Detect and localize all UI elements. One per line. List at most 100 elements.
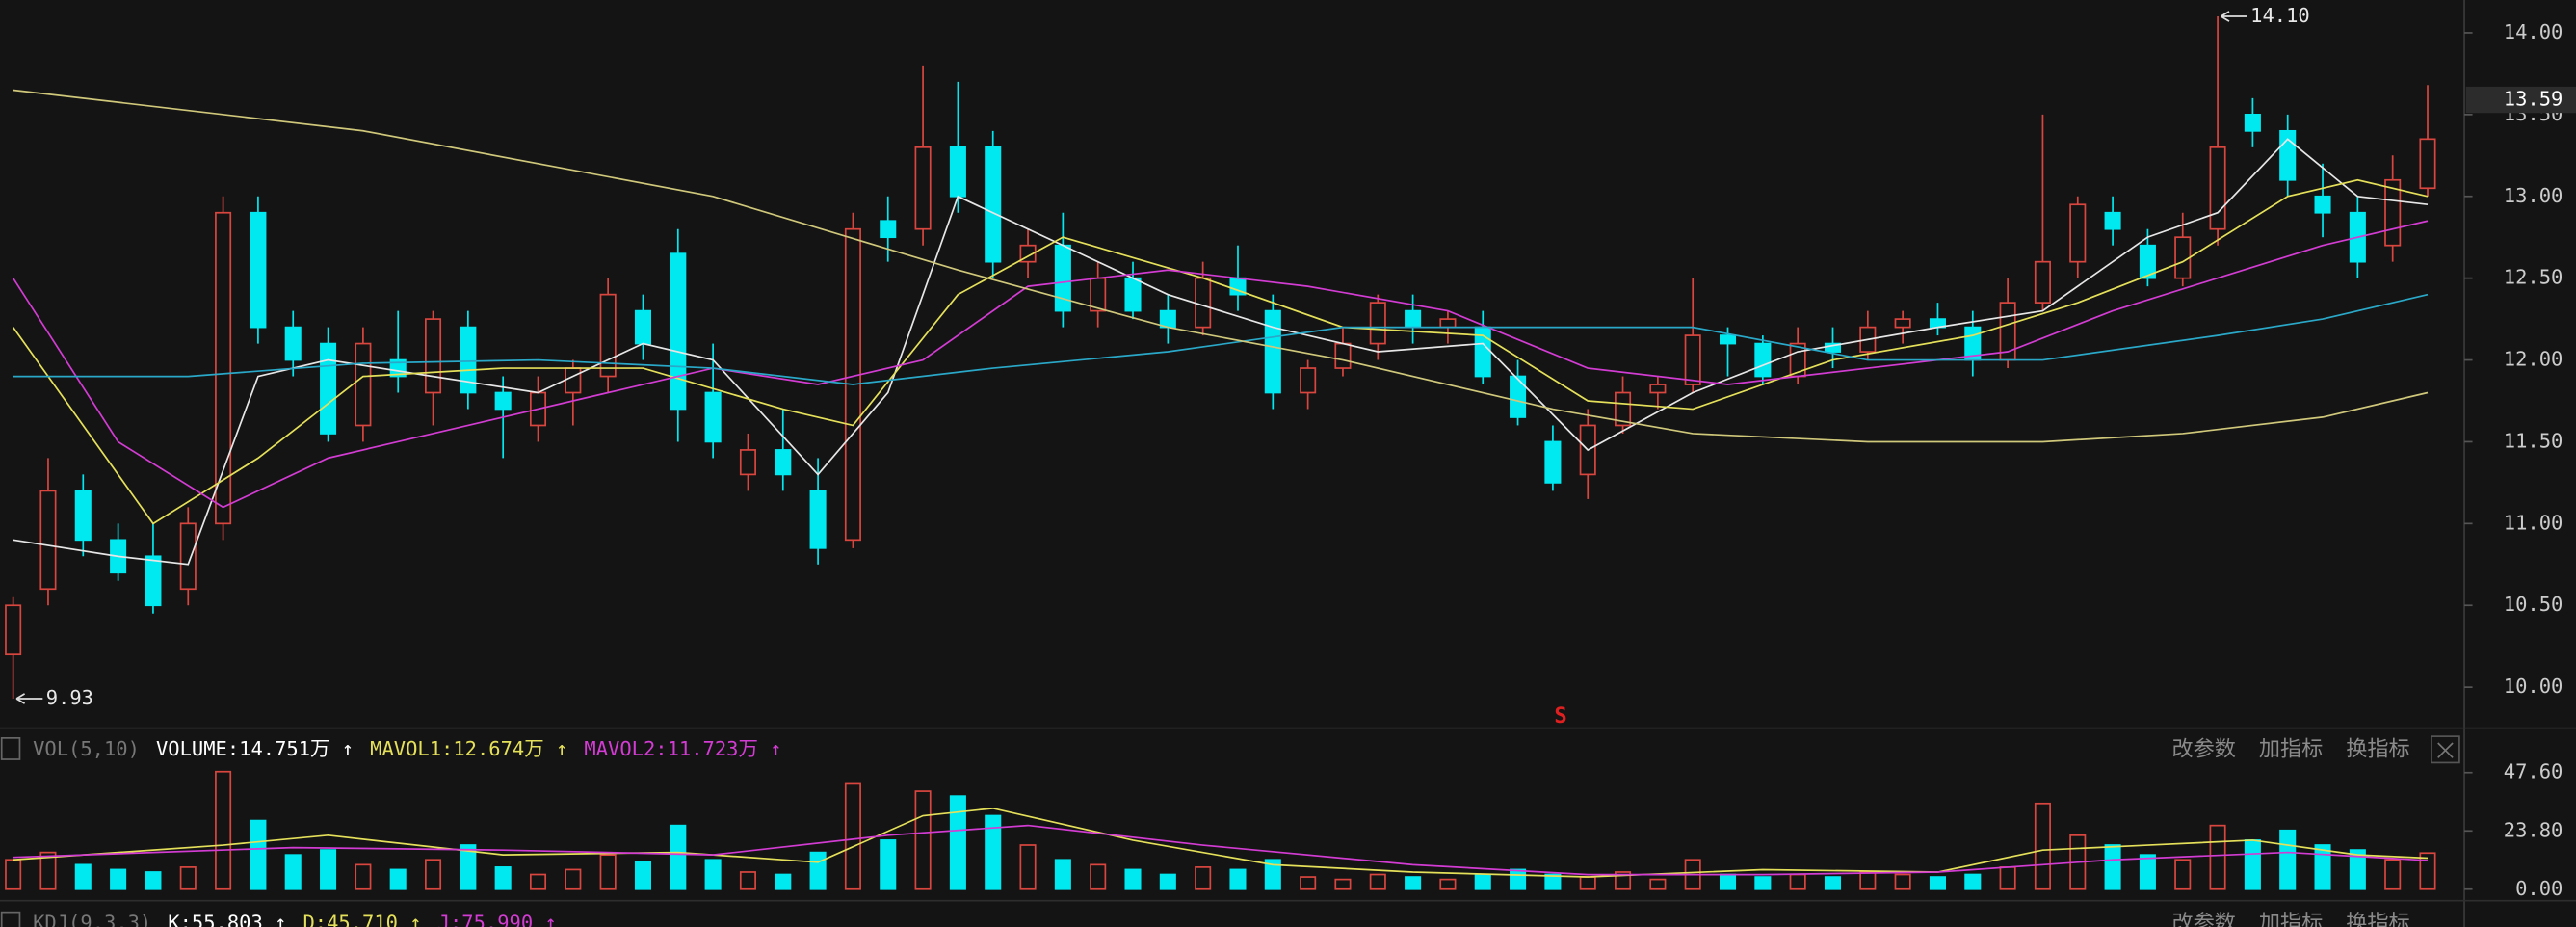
volume-bar <box>1195 866 1212 890</box>
moving-average-line <box>12 220 2429 509</box>
moving-average-line <box>12 178 2429 525</box>
candle-body <box>494 391 512 411</box>
y-tick-label: 11.00 <box>2504 511 2563 534</box>
y-tick-label: 11.50 <box>2504 429 2563 452</box>
candle-body <box>1195 277 1212 329</box>
volume-bar <box>2209 824 2226 890</box>
volume-bar <box>2314 844 2331 890</box>
toolbar-button[interactable]: 换指标 <box>2346 911 2409 927</box>
candle-body <box>39 490 57 591</box>
volume-bar <box>1369 873 1386 890</box>
volume-bar <box>949 795 966 890</box>
volume-bar <box>1300 876 1317 890</box>
volume-bar <box>425 859 442 890</box>
volume-bar <box>1824 876 1842 890</box>
signal-marker: S <box>1554 703 1566 728</box>
candle-body <box>1405 309 1422 329</box>
volume-bar <box>985 814 1002 890</box>
candle-body <box>2139 244 2156 279</box>
volume-bar <box>1019 844 1037 890</box>
help-icon[interactable] <box>0 911 21 927</box>
candle-body <box>1894 318 1911 329</box>
volume-bar <box>1544 873 1562 890</box>
volume-bar <box>1859 871 1877 890</box>
extreme-arrow <box>2221 11 2247 22</box>
help-icon[interactable] <box>0 736 21 760</box>
volume-bar <box>1264 859 1281 890</box>
indicator-readout: MAVOL2:11.723万 ↑ <box>584 737 781 760</box>
candle-body <box>739 449 756 476</box>
volume-bar <box>1789 873 1806 890</box>
candle-body <box>460 326 477 394</box>
volume-bar <box>2419 852 2436 890</box>
volume-bar <box>914 790 932 890</box>
volume-bar <box>74 863 92 890</box>
y-tick-label: 23.80 <box>2504 818 2563 841</box>
volume-bar <box>2034 802 2051 890</box>
candle-body <box>2384 178 2402 247</box>
volume-bar <box>110 868 127 890</box>
y-tick-label: 10.50 <box>2504 593 2563 616</box>
candle-body <box>1439 318 1457 329</box>
volume-bar <box>1054 859 1071 890</box>
candle-body <box>1300 367 1317 394</box>
candle-body <box>775 449 792 476</box>
moving-average-line <box>13 293 2429 385</box>
volume-bar <box>1124 868 1142 890</box>
volume-bar <box>39 851 57 890</box>
moving-average-line <box>13 807 2429 878</box>
volume-bar <box>389 868 407 890</box>
y-tick-label: 13.00 <box>2504 184 2563 207</box>
volume-bar <box>215 770 232 890</box>
indicator-readout: K:55.803 ↑ <box>168 912 286 927</box>
indicator-readout: VOLUME:14.751万 ↑ <box>156 737 354 760</box>
close-icon-glyph <box>2437 742 2454 758</box>
moving-average-line <box>13 89 2429 443</box>
candle-body <box>355 342 372 427</box>
candle-body <box>74 490 92 542</box>
volume-bar <box>250 819 267 890</box>
volume-bar <box>1090 863 1107 890</box>
candle-body <box>1159 309 1176 329</box>
volume-bar <box>1439 878 1457 890</box>
volume-bar <box>565 868 582 890</box>
volume-bar <box>1334 878 1352 890</box>
toolbar-button[interactable]: 换指标 <box>2346 736 2409 761</box>
toolbar-button[interactable]: 改参数 <box>2171 736 2235 761</box>
toolbar-button[interactable]: 改参数 <box>2171 911 2235 927</box>
candle-body <box>215 211 232 525</box>
toolbar-button[interactable]: 加指标 <box>2259 911 2323 927</box>
candle-body <box>179 522 197 591</box>
candle-body <box>1615 391 1632 427</box>
toolbar-button[interactable]: 加指标 <box>2259 736 2323 761</box>
volume-bar <box>599 854 617 890</box>
candle-body <box>250 211 267 329</box>
candle-body <box>145 555 162 607</box>
volume-bar <box>880 839 897 890</box>
volume-bar <box>320 849 337 890</box>
y-tick-label: 12.50 <box>2504 266 2563 289</box>
candle-body <box>2419 138 2436 190</box>
volume-bar <box>5 859 22 890</box>
candle-body <box>2209 146 2226 230</box>
indicator-name: KDJ(9,3,3) <box>33 912 151 927</box>
volume-bar <box>1999 866 2016 890</box>
volume-bar <box>704 859 722 890</box>
candle-body <box>1369 302 1386 345</box>
volume-bar <box>1964 873 1982 890</box>
close-icon[interactable] <box>2431 735 2460 764</box>
volume-bar <box>1405 876 1422 890</box>
candle-body <box>880 220 897 239</box>
indicator-name: VOL(5,10) <box>33 737 140 760</box>
candle-body <box>1334 342 1352 369</box>
volume-bar <box>1579 876 1596 890</box>
candle-body <box>985 146 1002 263</box>
volume-bar <box>2279 829 2297 890</box>
volume-bar <box>179 866 197 890</box>
volume-bar <box>775 873 792 890</box>
candle-body <box>1124 277 1142 312</box>
volume-bar <box>739 871 756 890</box>
candle-body <box>284 326 302 361</box>
